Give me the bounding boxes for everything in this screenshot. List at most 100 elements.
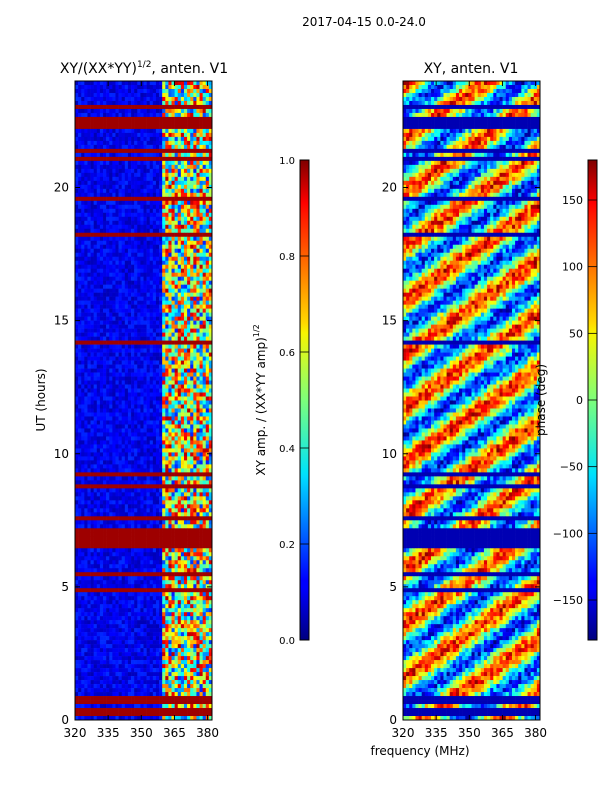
heatmap-cell	[171, 448, 175, 453]
heatmap-cell	[81, 364, 85, 369]
heatmap-cell	[118, 276, 122, 281]
heatmap-cell	[134, 336, 138, 341]
heatmap-cell	[121, 356, 126, 361]
heatmap-cell	[140, 280, 144, 285]
heatmap-cell	[75, 360, 79, 365]
heatmap-cell	[199, 352, 203, 357]
heatmap-cell	[93, 272, 98, 277]
heatmap-cell	[165, 404, 169, 409]
heatmap-cell	[165, 220, 169, 226]
heatmap-cell	[174, 200, 179, 206]
heatmap-cell	[134, 288, 138, 293]
heatmap-cell	[165, 388, 169, 393]
heatmap-cell	[155, 156, 160, 162]
heatmap-cell	[152, 112, 157, 118]
heatmap-cell	[106, 104, 110, 110]
heatmap-cell	[96, 184, 101, 190]
heatmap-cell	[75, 356, 79, 361]
heatmap-cell	[134, 368, 138, 373]
heatmap-cell	[109, 468, 113, 473]
heatmap-cell	[118, 164, 122, 170]
heatmap-cell	[205, 320, 210, 325]
heatmap-cell	[152, 288, 157, 293]
heatmap-cell	[174, 268, 179, 273]
heatmap-cell	[84, 508, 88, 513]
heatmap-cell	[177, 220, 182, 226]
heatmap-cell	[96, 448, 101, 453]
heatmap-cell	[127, 484, 132, 489]
heatmap-cell	[115, 452, 119, 457]
heatmap-cell	[202, 520, 207, 525]
heatmap-cell	[109, 244, 113, 250]
heatmap-cell	[180, 408, 185, 413]
heatmap-cell	[137, 320, 141, 325]
heatmap-cell	[162, 468, 166, 473]
heatmap-cell	[199, 428, 203, 433]
heatmap-cell	[193, 436, 197, 441]
heatmap-cell	[103, 160, 107, 166]
heatmap-cell	[177, 216, 182, 222]
heatmap-cell	[87, 376, 91, 381]
heatmap-cell	[115, 432, 119, 437]
heatmap-cell	[127, 292, 132, 297]
heatmap-cell	[152, 196, 157, 202]
heatmap-cell	[121, 216, 126, 222]
heatmap-cell	[112, 316, 116, 321]
heatmap-cell	[81, 132, 85, 138]
heatmap-cell	[134, 528, 138, 533]
heatmap-cell	[112, 252, 116, 258]
heatmap-cell	[190, 476, 194, 481]
heatmap-cell	[90, 232, 94, 238]
heatmap-cell	[187, 316, 191, 321]
heatmap-cell	[193, 496, 197, 501]
heatmap-cell	[90, 144, 94, 150]
heatmap-cell	[171, 348, 175, 353]
heatmap-cell	[180, 392, 185, 397]
heatmap-cell	[190, 372, 194, 377]
heatmap-cell	[99, 224, 104, 230]
heatmap-cell	[103, 396, 107, 401]
heatmap-cell	[106, 256, 110, 262]
heatmap-cell	[124, 292, 129, 297]
heatmap-cell	[140, 108, 144, 114]
heatmap-cell	[103, 472, 107, 477]
heatmap-cell	[196, 376, 200, 381]
heatmap-cell	[84, 272, 88, 277]
heatmap-cell	[187, 184, 191, 190]
heatmap-cell	[174, 232, 179, 238]
heatmap-cell	[202, 380, 207, 385]
heatmap-cell	[168, 476, 172, 481]
heatmap-cell	[202, 500, 207, 505]
heatmap-cell	[155, 504, 160, 509]
heatmap-cell	[127, 96, 132, 102]
heatmap-cell	[93, 440, 98, 445]
heatmap-cell	[159, 332, 163, 337]
heatmap-cell	[137, 464, 141, 469]
heatmap-cell	[96, 492, 101, 497]
heatmap-cell	[87, 452, 91, 457]
heatmap-cell	[155, 328, 160, 333]
heatmap-cell	[183, 344, 188, 349]
heatmap-cell	[149, 300, 154, 305]
heatmap-cell	[187, 364, 191, 369]
heatmap-cell	[183, 360, 188, 365]
heatmap-cell	[146, 132, 151, 138]
heatmap-cell	[96, 380, 101, 385]
heatmap-cell	[78, 100, 82, 106]
heatmap-cell	[81, 316, 85, 321]
heatmap-cell	[155, 492, 160, 497]
heatmap-cell	[149, 296, 154, 301]
heatmap-cell	[143, 288, 147, 293]
heatmap-cell	[124, 144, 129, 150]
heatmap-cell	[143, 500, 147, 505]
heatmap-cell	[131, 216, 135, 222]
heatmap-cell	[124, 528, 129, 533]
heatmap-cell	[183, 232, 188, 238]
heatmap-cell	[149, 100, 154, 106]
heatmap-cell	[205, 204, 210, 210]
heatmap-cell	[75, 252, 79, 258]
heatmap-cell	[87, 248, 91, 254]
heatmap-cell	[112, 436, 116, 441]
heatmap-cell	[193, 432, 197, 437]
heatmap-cell	[137, 224, 141, 230]
